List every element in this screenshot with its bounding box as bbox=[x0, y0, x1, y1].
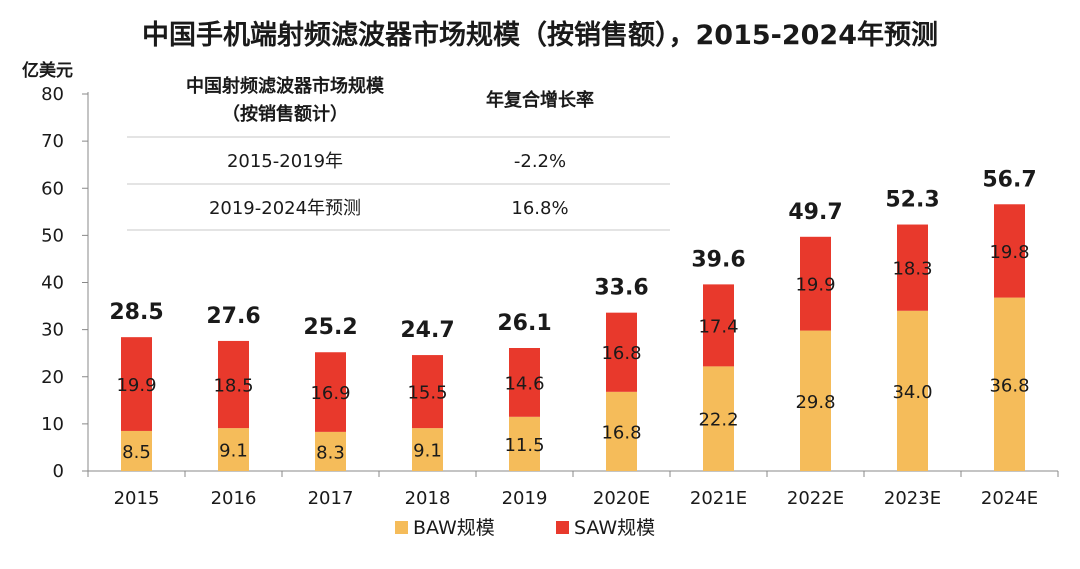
bar-baw bbox=[315, 431, 346, 471]
y-tick-label: 0 bbox=[53, 461, 64, 482]
bar-total-label: 28.5 bbox=[109, 300, 163, 325]
bar-saw bbox=[412, 355, 443, 429]
bars: 8.5 19.9 28.5 9.1 18.5 27.6 8.3 16.9 25.2 9.1 15.5… bbox=[109, 167, 1037, 471]
bar-total-label: 52.3 bbox=[885, 188, 939, 213]
bar-label-saw: 19.9 bbox=[116, 375, 156, 396]
y-axis-unit-label: 亿美元 bbox=[22, 60, 73, 81]
legend-swatch bbox=[556, 521, 569, 534]
bar-saw bbox=[218, 340, 249, 429]
bar-label-saw: 15.5 bbox=[407, 383, 447, 404]
bar-total-label: 33.6 bbox=[594, 276, 648, 301]
bar-label-saw: 16.8 bbox=[601, 343, 641, 364]
x-tick-label: 2019 bbox=[502, 488, 548, 509]
bar-label-baw: 11.5 bbox=[504, 435, 544, 456]
bar-saw bbox=[800, 236, 831, 331]
x-tick-label: 2024E bbox=[981, 488, 1038, 509]
y-tick-label: 50 bbox=[41, 225, 64, 246]
y-tick-label: 80 bbox=[41, 84, 64, 105]
y-tick-label: 30 bbox=[41, 320, 64, 341]
bar-total-label: 39.6 bbox=[691, 247, 745, 272]
legend-swatch bbox=[395, 521, 408, 534]
bar-baw bbox=[994, 297, 1025, 471]
bar-baw bbox=[412, 428, 443, 471]
bar-label-saw: 19.8 bbox=[989, 242, 1029, 263]
y-tick-label: 20 bbox=[41, 367, 64, 388]
inset-header-1-line-1: 中国射频滤波器市场规模 bbox=[186, 75, 385, 97]
bar-total-label: 24.7 bbox=[400, 318, 454, 343]
bar-baw bbox=[509, 416, 540, 471]
bar-baw bbox=[606, 391, 637, 471]
inset-table: 中国射频滤波器市场规模 （按销售额计） 年复合增长率 2015-2019年 -2.2% 2… bbox=[127, 62, 670, 234]
bar-total-label: 25.2 bbox=[303, 315, 357, 340]
inset-table-background bbox=[127, 62, 670, 234]
bar-baw bbox=[800, 330, 831, 471]
bar-label-saw: 16.9 bbox=[310, 383, 350, 404]
bar-label-saw: 14.6 bbox=[504, 373, 544, 394]
y-tick-label: 40 bbox=[41, 273, 64, 294]
bar-saw bbox=[509, 348, 540, 417]
legend: BAW规模 SAW规模 bbox=[395, 517, 655, 539]
bar-label-baw: 9.1 bbox=[413, 441, 442, 462]
bar-total-label: 27.6 bbox=[206, 304, 260, 329]
x-tick-label: 2018 bbox=[405, 488, 451, 509]
bar-baw bbox=[121, 430, 152, 471]
inset-cell-cagr: 16.8% bbox=[511, 198, 568, 219]
bar-label-baw: 22.2 bbox=[698, 410, 738, 431]
x-tick-label: 2022E bbox=[787, 488, 844, 509]
bar-baw bbox=[703, 366, 734, 471]
bar-label-saw: 18.3 bbox=[892, 259, 932, 280]
inset-header-1-line-2: （按销售额计） bbox=[222, 103, 348, 125]
bar-label-baw: 8.5 bbox=[122, 442, 151, 463]
bar-saw bbox=[121, 337, 152, 431]
bar-saw bbox=[703, 284, 734, 367]
bar-label-saw: 19.9 bbox=[795, 275, 835, 296]
bar-saw bbox=[606, 312, 637, 392]
bar-label-saw: 18.5 bbox=[213, 376, 253, 397]
x-tick-label: 2023E bbox=[884, 488, 941, 509]
bar-label-saw: 17.4 bbox=[698, 316, 738, 337]
bar-label-baw: 9.1 bbox=[219, 441, 248, 462]
y-tick-label: 60 bbox=[41, 178, 64, 199]
bar-baw bbox=[218, 428, 249, 471]
x-tick-label: 2016 bbox=[211, 488, 257, 509]
x-tick-label: 2017 bbox=[308, 488, 354, 509]
inset-cell-cagr: -2.2% bbox=[514, 151, 566, 172]
bar-total-label: 56.7 bbox=[982, 167, 1036, 192]
inset-cell-period: 2019-2024年预测 bbox=[209, 198, 361, 219]
bar-saw bbox=[897, 224, 928, 311]
legend-label: BAW规模 bbox=[413, 517, 495, 539]
bar-total-label: 49.7 bbox=[788, 200, 842, 225]
bar-label-baw: 29.8 bbox=[795, 392, 835, 413]
inset-header-2: 年复合增长率 bbox=[486, 89, 594, 111]
x-tick-label: 2015 bbox=[114, 488, 160, 509]
y-tick-label: 10 bbox=[41, 414, 64, 435]
bar-baw bbox=[897, 310, 928, 471]
axes: 0 10 20 30 40 50 60 70 80 2015 2016 2017 2018 2019 202… bbox=[41, 84, 1059, 509]
chart-title: 中国手机端射频滤波器市场规模（按销售额），2015-2024年预测 bbox=[142, 19, 938, 51]
x-tick-label: 2020E bbox=[593, 488, 650, 509]
bar-saw bbox=[315, 352, 346, 432]
legend-label: SAW规模 bbox=[574, 517, 655, 539]
x-tick-label: 2021E bbox=[690, 488, 747, 509]
bar-label-baw: 8.3 bbox=[316, 442, 345, 463]
bar-label-baw: 36.8 bbox=[989, 375, 1029, 396]
bar-label-baw: 34.0 bbox=[892, 382, 932, 403]
inset-cell-period: 2015-2019年 bbox=[227, 151, 343, 172]
y-tick-label: 70 bbox=[41, 131, 64, 152]
bar-total-label: 26.1 bbox=[497, 311, 551, 336]
bar-saw bbox=[994, 204, 1025, 298]
bar-label-baw: 16.8 bbox=[601, 422, 641, 443]
